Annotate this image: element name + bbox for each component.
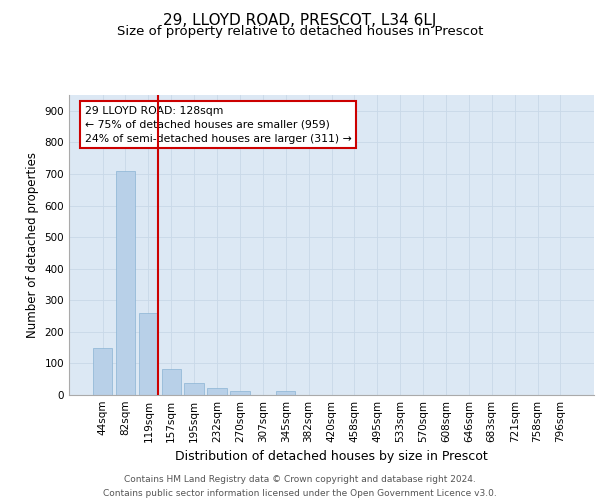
Text: 29, LLOYD ROAD, PRESCOT, L34 6LJ: 29, LLOYD ROAD, PRESCOT, L34 6LJ <box>163 12 437 28</box>
Bar <box>116 171 135 395</box>
Bar <box>139 313 158 395</box>
Bar <box>208 388 227 395</box>
Text: Contains HM Land Registry data © Crown copyright and database right 2024.
Contai: Contains HM Land Registry data © Crown c… <box>103 476 497 498</box>
Text: 29 LLOYD ROAD: 128sqm
← 75% of detached houses are smaller (959)
24% of semi-det: 29 LLOYD ROAD: 128sqm ← 75% of detached … <box>85 106 352 144</box>
Y-axis label: Number of detached properties: Number of detached properties <box>26 152 39 338</box>
Bar <box>230 391 250 395</box>
Bar <box>161 369 181 395</box>
Bar <box>276 391 295 395</box>
X-axis label: Distribution of detached houses by size in Prescot: Distribution of detached houses by size … <box>175 450 488 464</box>
Bar <box>184 383 204 395</box>
Bar <box>93 348 112 395</box>
Text: Size of property relative to detached houses in Prescot: Size of property relative to detached ho… <box>117 25 483 38</box>
